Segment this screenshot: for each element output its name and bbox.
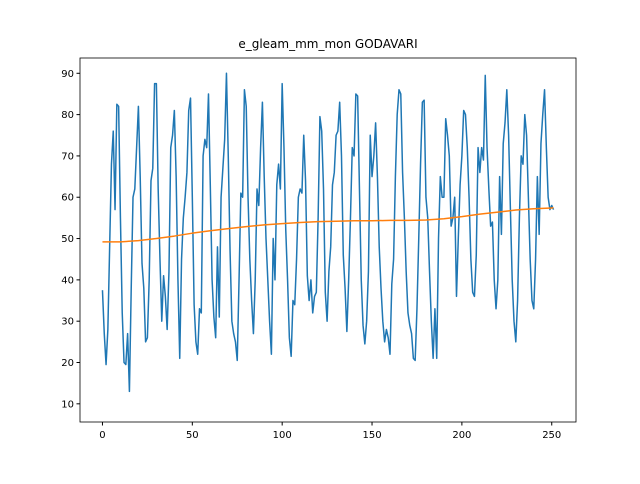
y-tick-label: 80 — [61, 110, 74, 121]
x-tick-label: 100 — [273, 430, 292, 441]
y-tick-label: 10 — [61, 399, 74, 410]
x-tick-label: 200 — [452, 430, 471, 441]
y-tick-label: 30 — [61, 317, 74, 328]
x-tick-label: 150 — [362, 430, 381, 441]
y-tick-label: 90 — [61, 69, 74, 80]
data-line — [101, 72, 555, 393]
y-tick-label: 70 — [61, 151, 74, 162]
y-tick-label: 60 — [61, 193, 74, 204]
x-tick-label: 50 — [186, 430, 199, 441]
y-tick-label: 40 — [61, 275, 74, 286]
y-tick-label: 50 — [61, 234, 74, 245]
x-tick-label: 250 — [542, 430, 561, 441]
chart-title: e_gleam_mm_mon GODAVARI — [238, 37, 417, 51]
data-line — [102, 206, 554, 243]
x-tick-label: 0 — [99, 430, 105, 441]
plot-frame — [79, 57, 577, 423]
y-tick-label: 20 — [61, 358, 74, 369]
